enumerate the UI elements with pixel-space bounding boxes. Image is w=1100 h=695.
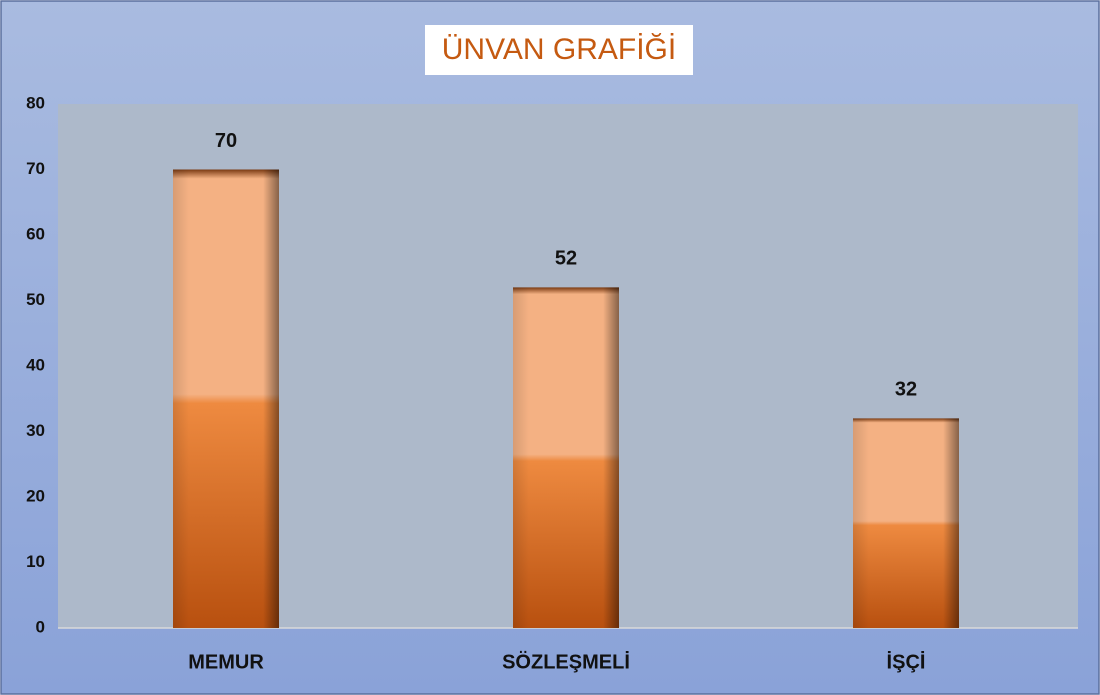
y-tick-label: 20 (26, 486, 45, 505)
y-tick-label: 40 (26, 355, 45, 374)
x-tick-label: İŞÇİ (887, 650, 926, 673)
chart-title: ÜNVAN GRAFİĞİ (442, 33, 676, 66)
y-tick-label: 60 (26, 224, 45, 243)
y-tick-label: 10 (26, 552, 45, 571)
value-label: 70 (215, 130, 237, 152)
y-tick-label: 50 (26, 290, 45, 309)
value-label: 52 (555, 248, 577, 270)
bar-shade (513, 287, 619, 628)
bar-shade (173, 169, 279, 628)
y-tick-label: 80 (26, 93, 45, 112)
y-tick-label: 0 (36, 617, 45, 636)
y-tick-label: 70 (26, 159, 45, 178)
value-label: 32 (895, 379, 917, 401)
y-tick-label: 30 (26, 421, 45, 440)
x-tick-label: SÖZLEŞMELİ (502, 650, 630, 673)
bar-shade (853, 418, 959, 628)
x-tick-label: MEMUR (188, 651, 264, 673)
title-box (425, 25, 693, 75)
